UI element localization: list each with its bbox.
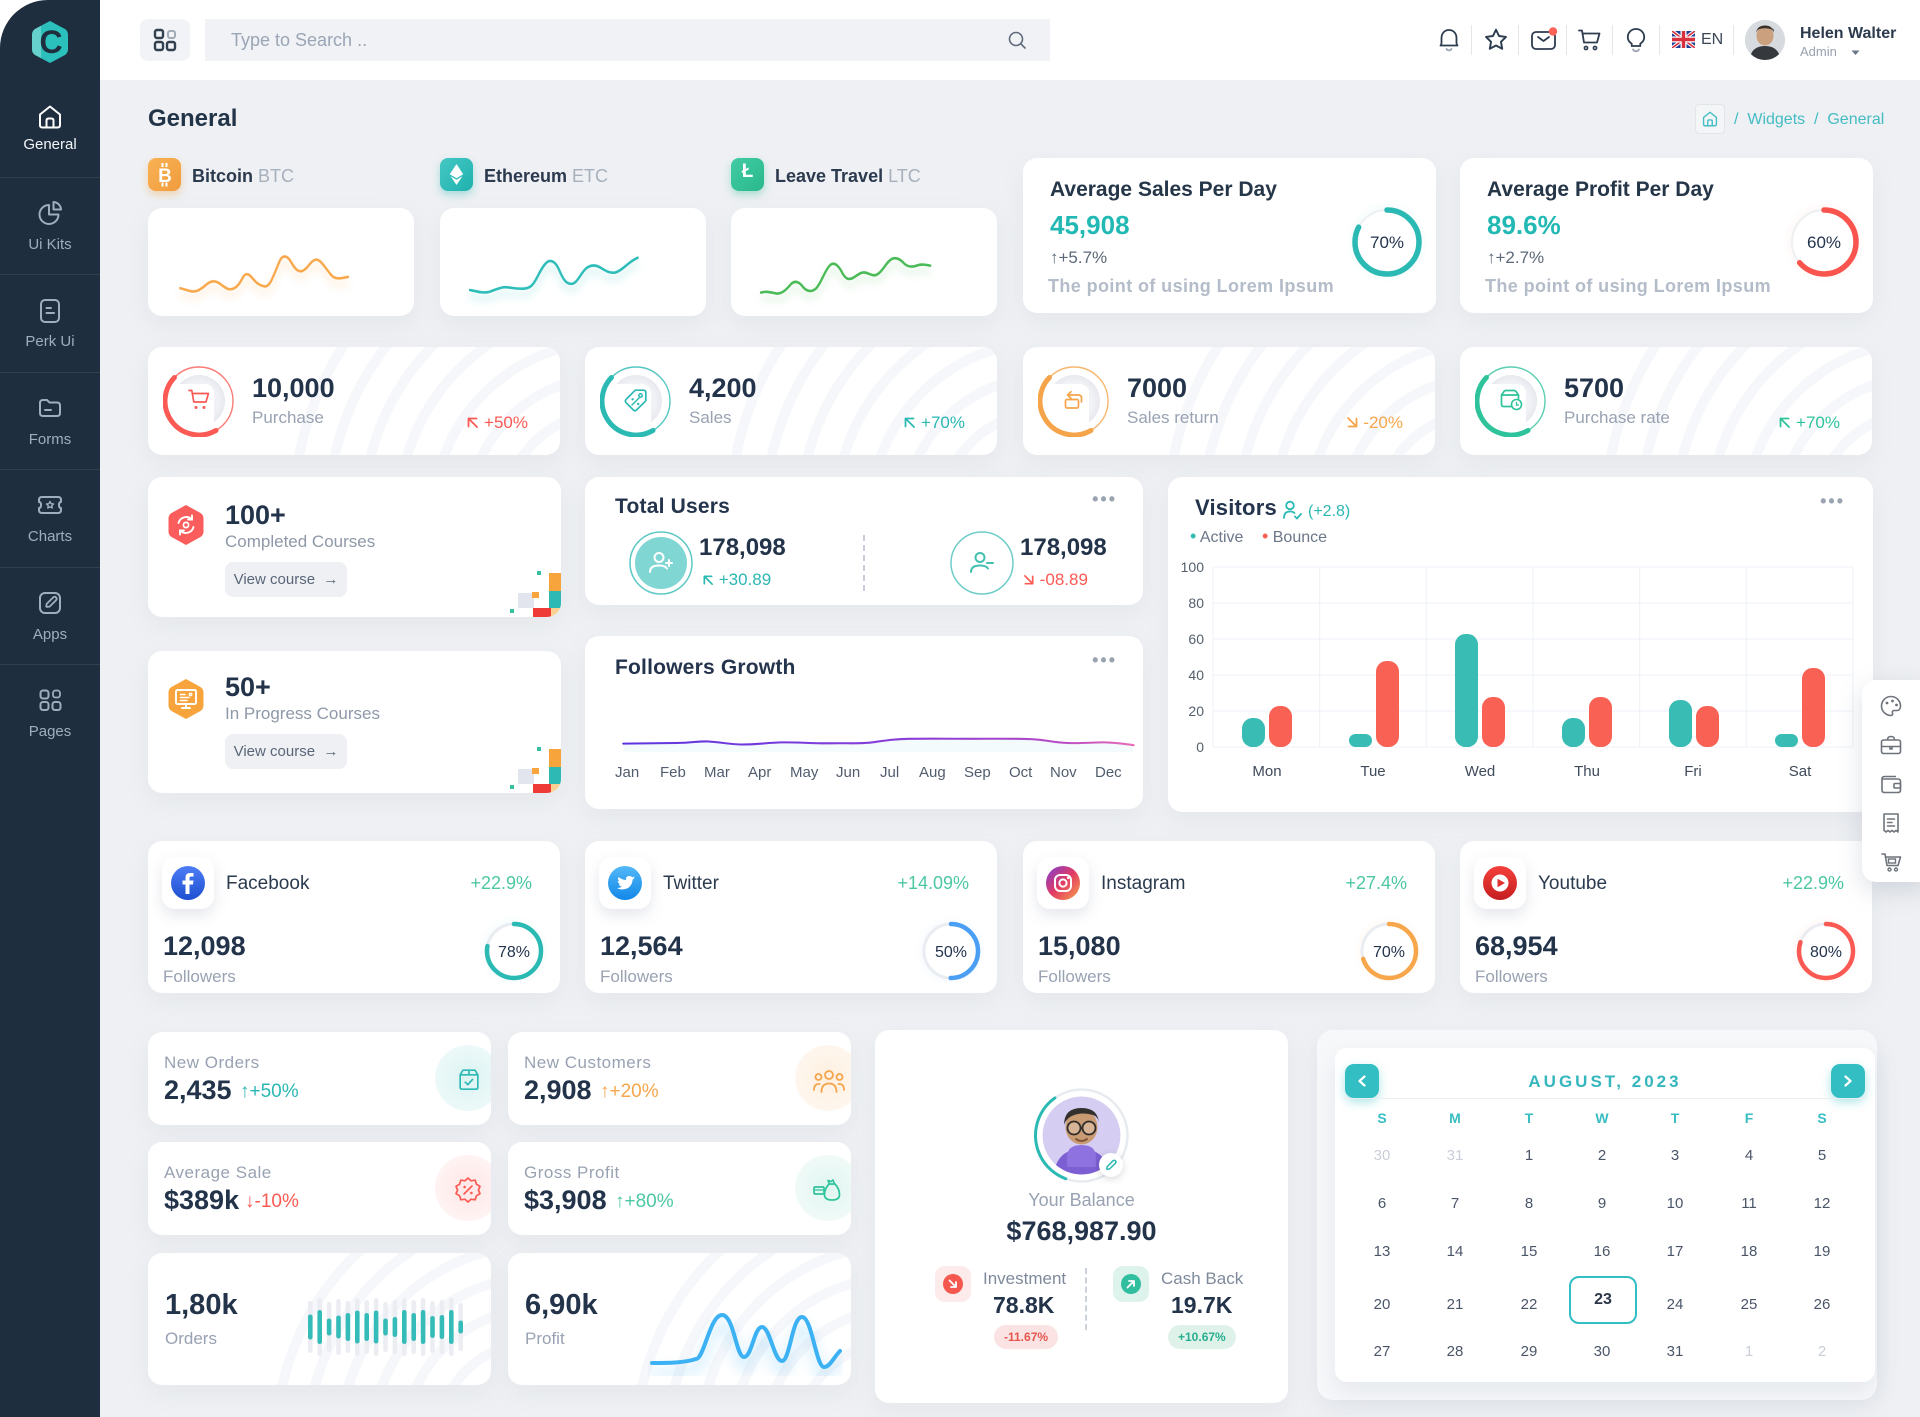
svg-text:40: 40 — [1188, 667, 1204, 683]
svg-text:70%: 70% — [1373, 944, 1405, 961]
svg-text:80%: 80% — [1810, 944, 1842, 961]
svg-text:20: 20 — [1188, 703, 1204, 719]
svg-text:50%: 50% — [935, 944, 967, 961]
svg-text:Wed: Wed — [1465, 763, 1496, 780]
svg-text:78%: 78% — [498, 944, 530, 961]
svg-text:Thu: Thu — [1574, 763, 1600, 780]
svg-text:60: 60 — [1188, 631, 1204, 647]
svg-text:60%: 60% — [1807, 233, 1841, 252]
svg-text:Mon: Mon — [1252, 763, 1281, 780]
svg-text:Fri: Fri — [1684, 763, 1702, 780]
svg-text:0: 0 — [1196, 739, 1204, 755]
svg-text:Tue: Tue — [1360, 763, 1385, 780]
svg-text:100: 100 — [1181, 560, 1205, 575]
svg-text:B: B — [158, 166, 172, 187]
svg-text:Sat: Sat — [1789, 763, 1812, 780]
svg-text:70%: 70% — [1370, 233, 1404, 252]
svg-text:C: C — [39, 24, 62, 60]
svg-text:80: 80 — [1188, 595, 1204, 611]
